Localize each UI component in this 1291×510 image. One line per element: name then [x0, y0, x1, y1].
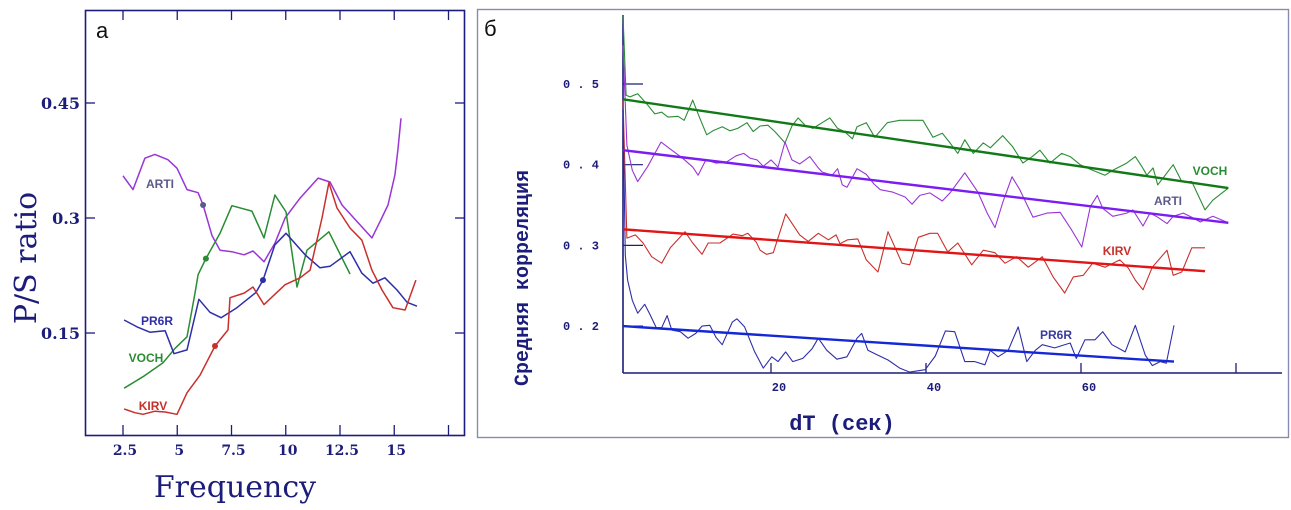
panel-b-series [622, 15, 1229, 373]
series-line-voch [123, 194, 351, 389]
panel-b-x-ticks: 20 40 60 [770, 363, 1237, 395]
x-tick-label: 2.5 [113, 443, 137, 459]
fit-line-voch [622, 98, 1229, 190]
y-tick-label: 0.45 [41, 94, 80, 113]
fit-line-pr6r [622, 324, 1175, 363]
x-tick-label: 7.5 [221, 443, 245, 459]
series-line-kirv [622, 100, 1205, 294]
panel-a-series-labels: ARTI VOCH PR6R KIRV [129, 177, 174, 413]
x-tick-label: 60 [1082, 381, 1096, 395]
series-label-voch: VOCH [129, 351, 164, 365]
y-tick-label: 0.15 [41, 324, 80, 343]
y-tick-label: 0.3 [52, 209, 80, 228]
series-line-kirv [123, 181, 417, 416]
series-label-pr6r: PR6R [1040, 328, 1072, 342]
x-tick-label: 10 [278, 443, 298, 459]
y-tick-label: 0 . 2 [563, 320, 599, 334]
panel-b-label: б [484, 16, 497, 41]
series-marker-voch [202, 255, 209, 262]
panel-a-plot-frame [84, 9, 466, 437]
panel-b-chart: б 20 40 60 0 . 2 0 . 3 0 . 4 0 . 5 VOCH ARTI KI… [476, 8, 1290, 439]
panel-b-y-axis-title: Средняя корреляция [512, 170, 535, 386]
y-tick-label: 0 . 3 [563, 239, 599, 253]
series-marker-pr6r [259, 277, 266, 284]
series-label-arti: ARTI [146, 177, 174, 191]
series-label-pr6r: PR6R [141, 314, 173, 328]
panel-a-x-axis-title: Frequency [154, 470, 316, 505]
panel-a-chart: а 2.5 5 7.5 10 12.5 15 0.15 0.3 0.45 ARTI VOCH PR… [9, 9, 466, 505]
series-label-kirv: KIRV [1103, 244, 1131, 258]
panel-b-frame [476, 8, 1290, 439]
x-tick-label: 15 [387, 443, 406, 459]
y-tick-label: 0 . 4 [563, 159, 599, 173]
series-label-voch: VOCH [1193, 164, 1228, 178]
panel-b-series-labels: VOCH ARTI KIRV PR6R [1040, 164, 1227, 342]
series-line-pr6r [123, 232, 418, 355]
series-label-arti: ARTI [1154, 194, 1182, 208]
y-tick-label: 0 . 5 [563, 78, 599, 92]
panel-a-series [122, 118, 418, 416]
fit-line-kirv [622, 228, 1206, 273]
series-marker-arti [200, 201, 207, 208]
panel-a-y-ticks: 0.15 0.3 0.45 [41, 94, 465, 343]
panel-a-y-axis-title: P/S ratio [9, 192, 44, 324]
x-tick-label: 20 [772, 381, 786, 395]
series-line-voch [622, 15, 1229, 211]
fit-line-arti [622, 149, 1229, 224]
series-marker-kirv [212, 343, 219, 350]
x-tick-label: 12.5 [325, 443, 359, 459]
panel-b-x-axis-title: dT (сек) [789, 412, 895, 437]
panel-a-x-ticks: 2.5 5 7.5 10 12.5 15 [113, 10, 450, 459]
x-tick-label: 40 [927, 381, 941, 395]
series-line-arti [122, 118, 402, 263]
panel-a-label: а [96, 18, 109, 43]
x-tick-label: 5 [174, 443, 184, 459]
series-label-kirv: KIRV [139, 399, 167, 413]
